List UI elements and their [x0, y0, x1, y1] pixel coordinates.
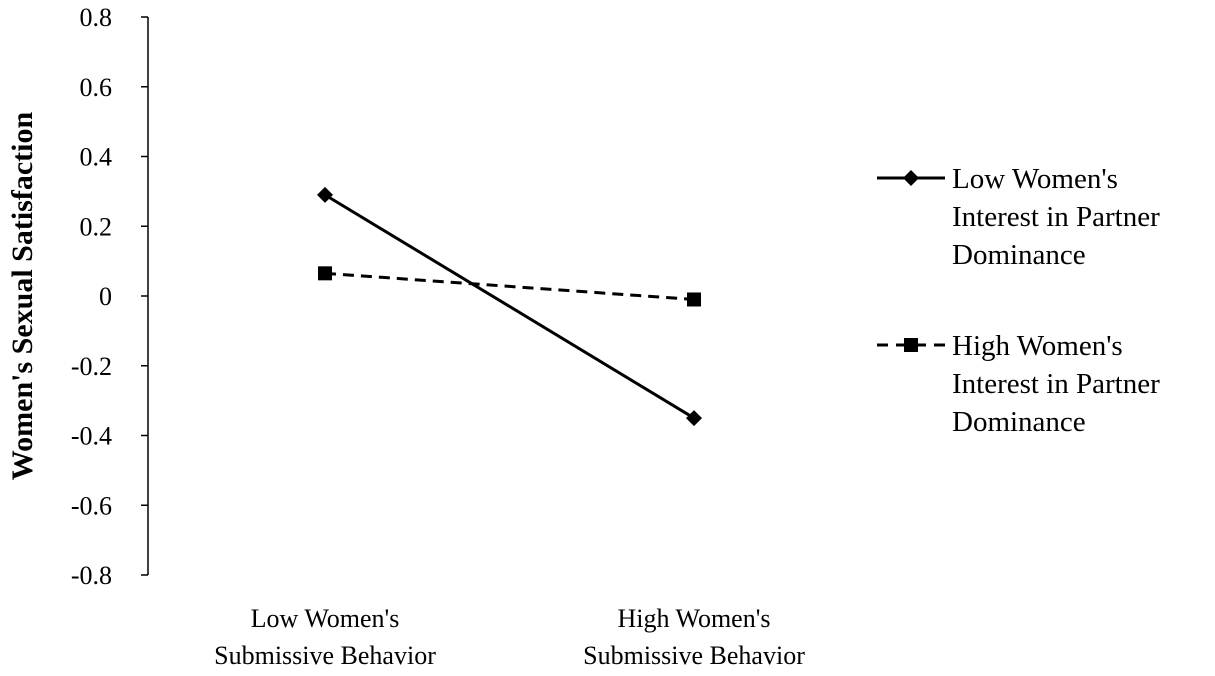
y-ticks: 0.8 0.6 0.4 0.2 0 -0.2 -0.4 -0.6 -0.8	[71, 3, 148, 590]
y-tick-label: 0.8	[80, 3, 113, 32]
series-line	[324, 193, 695, 420]
x-category-label-line: Submissive Behavior	[583, 641, 805, 670]
diamond-point	[686, 410, 702, 427]
x-category-label-line: Low Women's	[251, 604, 400, 633]
series-1	[317, 186, 702, 427]
legend: Low Women's Interest in Partner DominanceH…	[877, 163, 1160, 438]
legend-label-line: High Women's	[952, 330, 1123, 362]
legend-square-marker	[904, 338, 918, 352]
diamond-point	[317, 186, 333, 203]
square-point	[687, 292, 701, 307]
x-category-label-line: High Women's	[617, 604, 770, 633]
y-tick-label: 0	[99, 282, 112, 311]
legend-label-line: Dominance	[952, 239, 1086, 271]
legend-diamond-marker	[903, 170, 919, 186]
y-axis-title: Women's Sexual Satisfaction	[6, 112, 39, 481]
square-point	[318, 266, 332, 281]
y-tick-label: -0.2	[71, 352, 112, 381]
y-axis: 0.8 0.6 0.4 0.2 0 -0.2 -0.4 -0.6 -0.8	[71, 3, 149, 590]
y-tick-label: 0.2	[80, 212, 113, 241]
legend-item-1: Low Women's Interest in Partner Dominance	[877, 163, 1160, 271]
x-category-label: Low Women's Submissive Behavior	[214, 604, 436, 670]
y-tick-label: -0.4	[71, 422, 112, 451]
legend-label-line: Interest in Partner	[952, 201, 1160, 233]
legend-label-line: Interest in Partner	[952, 368, 1160, 400]
y-tick-label: -0.8	[71, 561, 112, 590]
series-2	[318, 266, 701, 307]
x-category-label-line: Submissive Behavior	[214, 641, 436, 670]
legend-label-line: Dominance	[952, 406, 1086, 438]
legend-item-2: High Women's Interest in Partner Dominance	[877, 330, 1160, 438]
y-tick-label: 0.6	[80, 73, 113, 102]
series-layer	[317, 186, 702, 427]
x-category-label: High Women's Submissive Behavior	[583, 604, 805, 670]
legend-label-line: Low Women's	[952, 163, 1118, 195]
legend-label: Low Women's Interest in Partner Dominance	[952, 163, 1160, 271]
y-tick-label: -0.6	[71, 491, 112, 520]
y-tick-label: 0.4	[80, 143, 113, 172]
legend-label: High Women's Interest in Partner Dominance	[952, 330, 1160, 438]
series-line	[324, 271, 695, 301]
